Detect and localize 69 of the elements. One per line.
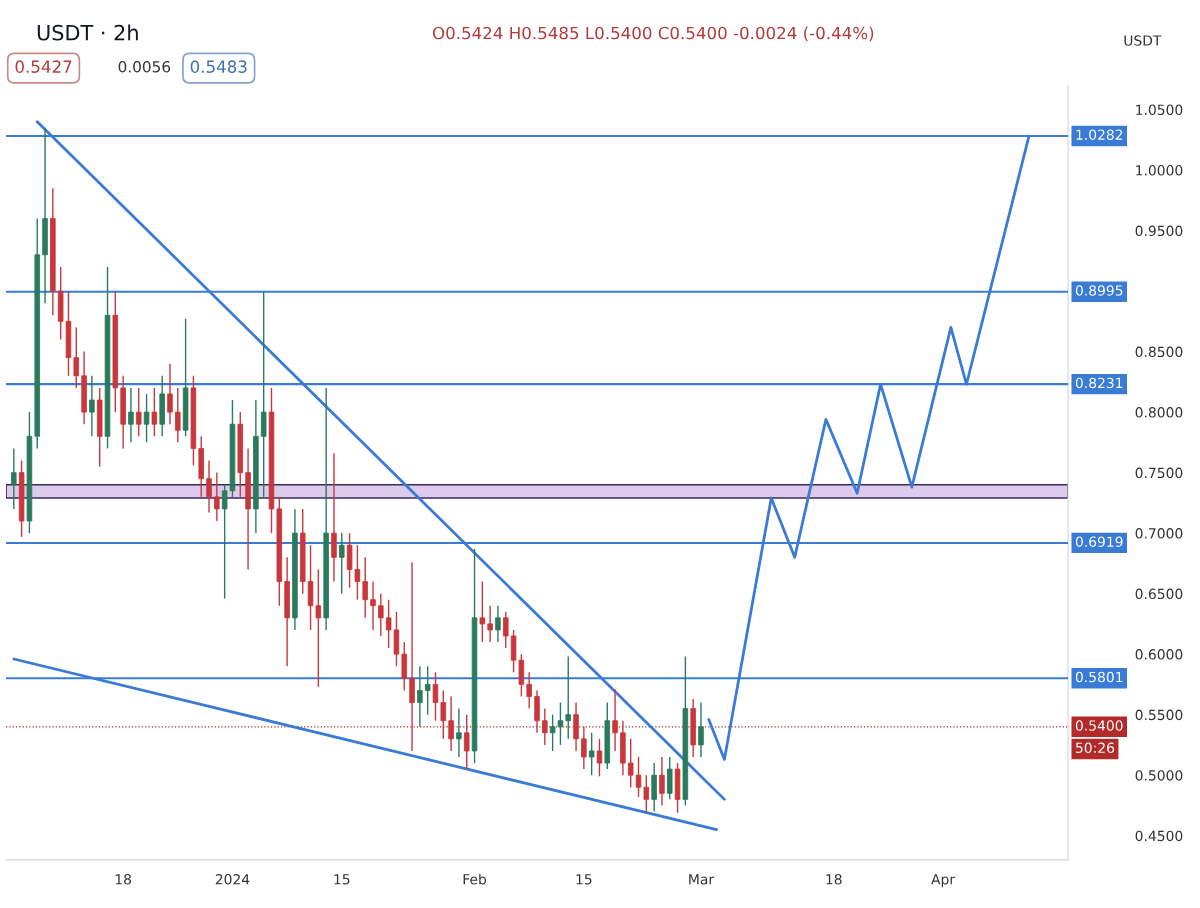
text: 50:26	[1076, 742, 1115, 754]
candlestick	[463, 713, 470, 770]
candlestick	[175, 387, 181, 444]
candlestick	[339, 532, 345, 595]
candlestick	[378, 592, 384, 637]
text: 0.5427	[15, 60, 72, 73]
y-tick-label: 1.0500	[1136, 104, 1183, 116]
x-tick-label: 15	[576, 874, 592, 885]
y-tick-label: 0.5000	[1135, 770, 1183, 781]
ref-line-label: 0.5801	[1075, 671, 1123, 683]
ref-line-label: 0.8995	[1075, 285, 1123, 296]
candlestick	[214, 471, 220, 522]
candlestick	[698, 701, 704, 758]
y-tick-label: 0.6500	[1135, 588, 1183, 600]
candlestick	[370, 580, 376, 631]
text: 0.5483	[190, 60, 247, 73]
candlestick	[659, 756, 665, 807]
x-tick-label: 18	[826, 874, 842, 885]
candlestick	[503, 611, 509, 649]
x-tick-label: 15	[334, 874, 350, 885]
candlestick	[581, 726, 587, 770]
candlestick	[588, 732, 595, 776]
candlestick	[596, 738, 603, 778]
x-tick-label: Feb	[463, 873, 487, 885]
candlestick	[479, 580, 486, 643]
ref-line-label: 0.6919	[1075, 536, 1123, 547]
y-tick-label: 0.4500	[1135, 830, 1183, 842]
candlestick	[456, 707, 462, 758]
ref-line-label: 0.5400	[1075, 720, 1123, 731]
y-tick-label: 0.7500	[1135, 467, 1183, 479]
candlestick	[167, 363, 173, 425]
y-tick-label: 0.8500	[1135, 346, 1183, 358]
ref-line-label: 0.8231	[1075, 377, 1123, 389]
candlestick	[612, 688, 618, 752]
candlestick	[495, 605, 501, 643]
x-tick-label: 18	[115, 874, 132, 885]
candlestick	[448, 695, 454, 752]
candlestick	[151, 387, 158, 438]
candlestick	[565, 655, 571, 740]
candlestick	[424, 665, 431, 716]
x-tick-label: Mar	[689, 874, 715, 885]
text: 0.0056	[118, 60, 171, 73]
y-tick-label: 1.0000	[1136, 165, 1183, 176]
candlestick	[487, 605, 493, 643]
text: O0.5424 H0.5485 L0.5400 C0.5400 -0.0024 (-0.44%)	[432, 26, 874, 42]
x-tick-label: Apr	[931, 874, 956, 888]
x-tick-label: 2024	[215, 874, 250, 885]
candlestick	[432, 671, 439, 722]
chart-title: USDT · 2h	[37, 24, 138, 41]
candlestick	[11, 447, 17, 510]
candlestick	[362, 556, 368, 619]
candlestick	[135, 387, 142, 438]
y-tick-label: 0.5500	[1135, 709, 1183, 721]
candlestick	[206, 459, 212, 514]
candlestick	[526, 671, 532, 710]
candlestick	[89, 375, 95, 438]
y-tick-label: 0.8000	[1135, 407, 1183, 418]
y-tick-label: 0.9500	[1135, 225, 1183, 237]
candlestick	[440, 689, 447, 740]
candlestick	[417, 665, 423, 728]
candlestick	[73, 326, 80, 389]
y-tick-label: 0.7000	[1135, 528, 1183, 539]
candlestick	[143, 393, 150, 444]
candlestick	[542, 707, 548, 746]
candlestick	[627, 738, 634, 788]
candlestick	[128, 387, 134, 444]
y-axis-title: USDT	[1124, 35, 1162, 46]
y-tick-label: 0.6000	[1135, 649, 1183, 660]
ref-line-label: 1.0282	[1076, 129, 1123, 140]
